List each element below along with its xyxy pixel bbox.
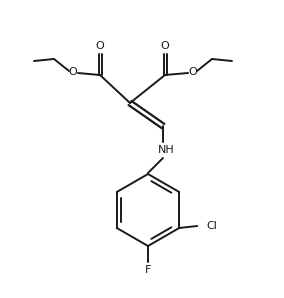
Text: O: O	[69, 67, 77, 77]
Text: NH: NH	[158, 145, 174, 155]
Text: O: O	[161, 41, 169, 51]
Text: O: O	[189, 67, 197, 77]
Text: O: O	[96, 41, 105, 51]
Text: F: F	[145, 265, 151, 275]
Text: Cl: Cl	[206, 221, 217, 231]
